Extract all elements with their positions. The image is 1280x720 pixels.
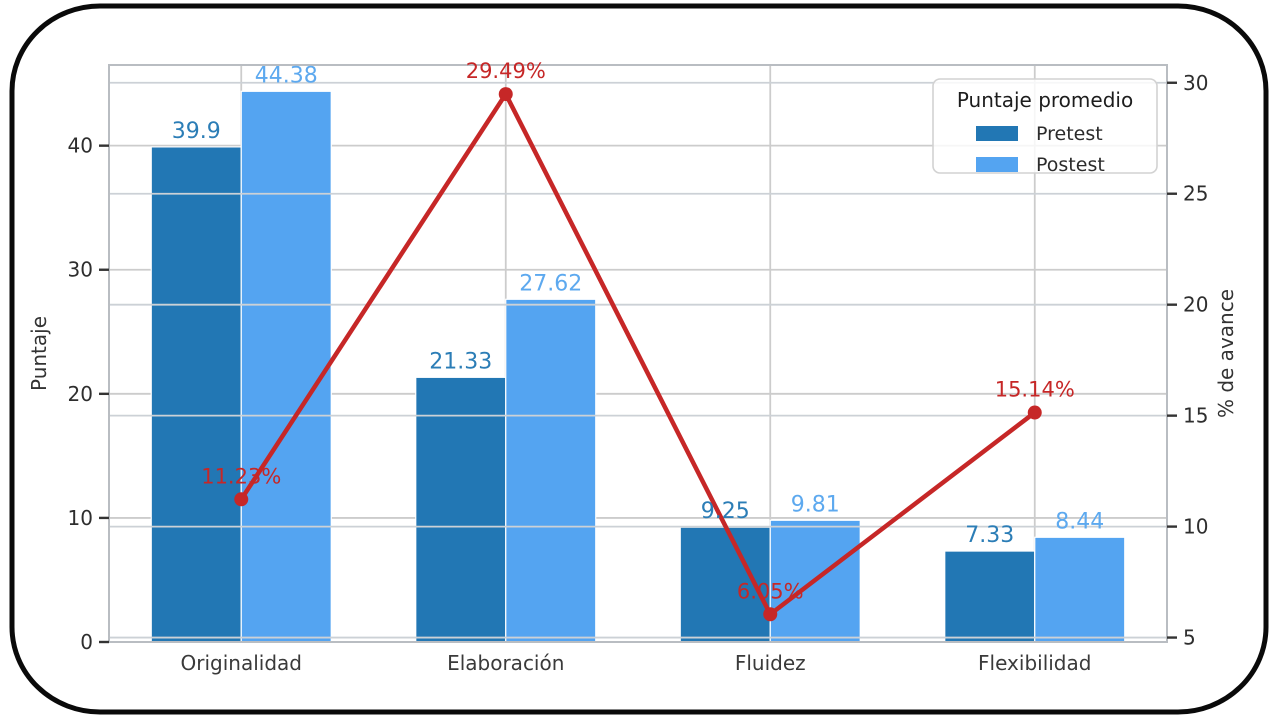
right-tick-label-5: 5 [1183,626,1196,650]
legend-swatch-1 [976,157,1018,172]
left-tick-label-0: 0 [80,630,93,654]
legend-label-0: Pretest [1036,123,1103,145]
left-tick-label-10: 10 [68,506,93,530]
percent-label-0: 11.23% [201,464,281,488]
x-tick-label-1: Elaboración [447,651,564,675]
bar-pretest-0 [150,146,242,643]
line-point-marker-0 [234,492,249,507]
legend-label-1: Postest [1036,154,1105,176]
bar-value-label-postest-2: 9.81 [791,492,840,517]
right-tick-label-20: 20 [1183,293,1208,317]
left-tick-label-30: 30 [68,258,93,282]
bar-value-label-pretest-3: 7.33 [965,523,1014,548]
left-tick-label-40: 40 [68,134,93,158]
right-tick-label-30: 30 [1183,71,1208,95]
bar-value-label-pretest-1: 21.33 [429,349,492,374]
bar-postest-1 [505,298,597,643]
progress-line [239,91,1037,617]
percent-label-2: 6.05% [737,579,804,603]
line-point-marker-3 [1027,405,1042,420]
line-point-marker-1 [498,87,513,102]
left-tick-label-20: 20 [68,382,93,406]
legend-swatch-0 [976,126,1018,141]
legend-box [932,78,1158,174]
bar-pretest-3 [944,550,1036,643]
legend-title: Puntaje promedio [957,88,1133,112]
x-tick-label-2: Fluidez [735,651,806,675]
right-axis-title: % de avance [1214,289,1238,418]
bar-value-label-postest-3: 8.44 [1055,509,1104,534]
percent-label-3: 15.14% [995,378,1075,402]
figure-frame-border [9,3,1269,715]
bar-value-label-postest-0: 44.38 [255,63,318,88]
bar-value-label-postest-1: 27.62 [519,271,582,296]
right-tick-label-10: 10 [1183,515,1208,539]
left-axis-title: Puntaje [27,316,51,391]
bar-value-label-pretest-0: 39.9 [172,119,221,144]
x-tick-label-3: Flexibilidad [978,651,1091,675]
bar-postest-3 [1034,536,1126,643]
plot-border [108,64,1168,643]
bar-value-label-pretest-2: 9.25 [701,499,750,524]
bar-postest-0 [240,90,332,643]
percent-label-1: 29.49% [466,59,546,83]
right-tick-label-25: 25 [1183,182,1208,206]
x-tick-label-0: Originalidad [181,651,302,675]
right-tick-label-15: 15 [1183,404,1208,428]
line-point-marker-2 [763,607,778,622]
bar-pretest-1 [415,376,507,643]
